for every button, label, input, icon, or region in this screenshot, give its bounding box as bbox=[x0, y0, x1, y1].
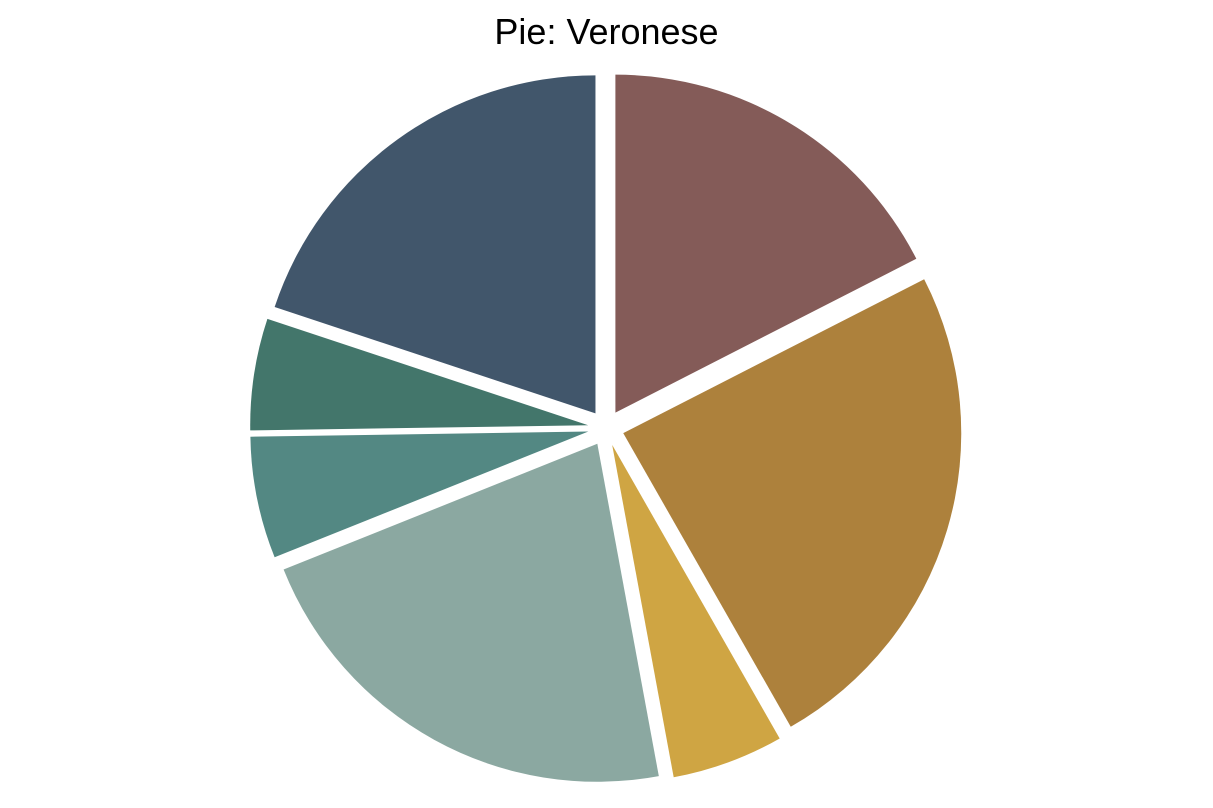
pie-slice-5 bbox=[250, 431, 589, 558]
pie-slice-6 bbox=[250, 318, 589, 431]
pie-slice-2 bbox=[623, 279, 962, 727]
chart-title: Pie: Veronese bbox=[494, 11, 719, 52]
pie-slice-7 bbox=[274, 75, 596, 414]
pie-slice-3 bbox=[612, 444, 780, 778]
pie-slices bbox=[250, 74, 962, 782]
pie-slice-4 bbox=[283, 443, 659, 782]
pie-slice-1 bbox=[615, 74, 917, 413]
